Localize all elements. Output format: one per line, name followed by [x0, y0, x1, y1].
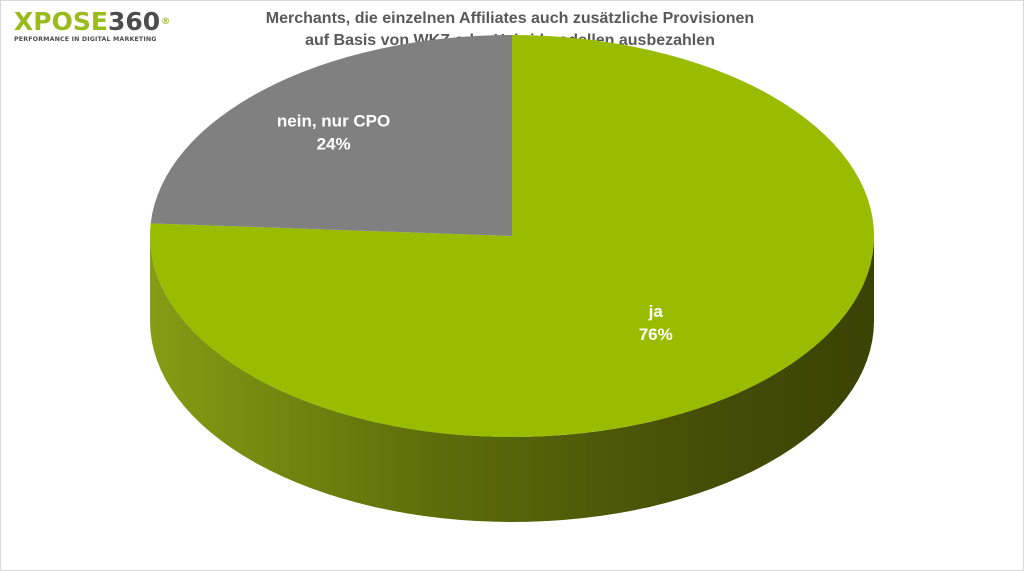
data-label-value-ja: 76% — [639, 325, 673, 344]
data-label-name-nein-nur-cpo: nein, nur CPO — [277, 112, 390, 131]
data-label-name-ja: ja — [648, 302, 664, 321]
chart-title-line-1: Merchants, die einzelnen Affiliates auch… — [265, 10, 755, 27]
brand-logo: XPOSE360® PERFORMANCE IN DIGITAL MARKETI… — [14, 7, 171, 44]
logo-registered-mark: ® — [161, 17, 171, 27]
logo-text-360: 360 — [107, 7, 161, 36]
data-label-value-nein-nur-cpo: 24% — [317, 135, 351, 154]
logo-tagline: PERFORMANCE IN DIGITAL MARKETING — [14, 36, 157, 43]
pie-slice-ja — [150, 35, 875, 437]
logo-text-xpose: XPOSE — [14, 7, 108, 36]
pie-group: ja 76% nein, nur CPO 24% — [150, 35, 875, 522]
pie-slice-side-ja — [150, 236, 874, 522]
pie-slice-nein-nur-cpo — [150, 35, 512, 236]
